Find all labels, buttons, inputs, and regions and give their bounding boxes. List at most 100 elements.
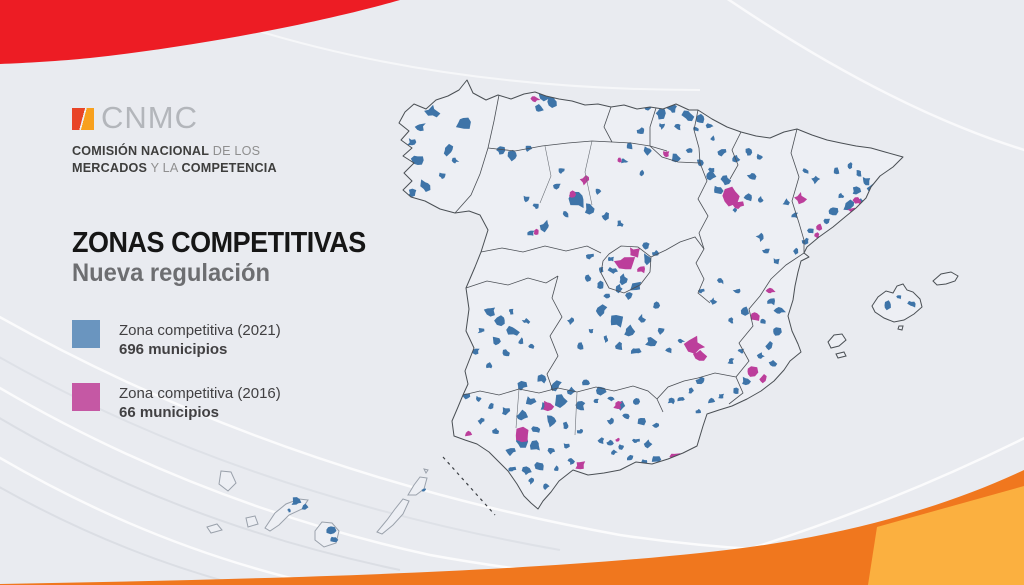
region-border [649, 107, 657, 146]
municipality-2021 [823, 218, 830, 225]
municipality-2021 [645, 337, 658, 347]
municipality-2016 [794, 192, 808, 205]
municipality-2021 [420, 179, 431, 192]
municipality-2021 [588, 328, 594, 334]
municipality-2021 [709, 297, 718, 305]
municipality-2021 [421, 488, 426, 492]
legend-swatch-2021 [72, 320, 100, 348]
canary-island [376, 498, 410, 535]
tagline2-bold2: COMPETENCIA [181, 160, 277, 175]
municipality-2021 [624, 324, 636, 337]
legend-label-2021: Zona competitiva (2021) [119, 322, 281, 339]
municipality-2021 [563, 421, 569, 430]
municipality-2021 [527, 230, 535, 236]
municipality-2021 [301, 503, 309, 510]
municipality-2021 [596, 386, 607, 396]
municipality-2021 [896, 295, 902, 300]
municipality-2021 [550, 380, 562, 392]
municipality-2021 [414, 123, 426, 132]
municipality-2021 [595, 188, 602, 195]
municipality-2021 [639, 169, 645, 177]
municipality-2021 [893, 178, 899, 185]
municipality-2021 [862, 177, 871, 186]
municipality-2016 [530, 96, 541, 103]
municipality-2021 [644, 253, 652, 266]
municipality-2021 [720, 175, 732, 186]
municipality-2021 [610, 315, 624, 328]
municipality-2021 [494, 315, 505, 327]
municipality-2021 [637, 418, 646, 426]
municipality-2021 [535, 104, 544, 112]
municipality-2021 [859, 198, 864, 205]
region-border [480, 245, 602, 254]
municipality-2021 [685, 148, 693, 153]
tagline1-bold: COMISIÓN NACIONAL [72, 143, 210, 158]
municipality-2021 [562, 211, 569, 218]
municipality-2021 [693, 126, 699, 132]
municipality-2021 [708, 167, 715, 173]
municipality-2021 [424, 104, 441, 118]
municipality-2021 [638, 313, 647, 323]
legend-swatch-2016 [72, 383, 100, 411]
municipality-2021 [743, 193, 752, 202]
municipality-2021 [793, 247, 799, 255]
municipality-2021 [483, 307, 496, 317]
tagline-line1: COMISIÓN NACIONAL DE LOS [72, 142, 382, 159]
municipality-2021 [828, 207, 839, 216]
municipality-2021 [630, 348, 642, 354]
municipality-2021 [728, 317, 734, 324]
municipality-2021 [695, 408, 702, 414]
municipality-2021 [710, 135, 715, 141]
contour-line [0, 456, 321, 585]
municipality-2021 [529, 440, 540, 451]
municipality-2021 [856, 170, 862, 177]
region-border [487, 140, 668, 152]
municipality-2021 [757, 196, 764, 203]
municipality-2021 [597, 437, 605, 444]
municipality-2021 [585, 253, 594, 260]
region-border [729, 131, 742, 180]
municipality-2021 [717, 149, 727, 157]
municipality-2021 [492, 427, 500, 434]
municipality-2021 [502, 349, 510, 357]
canary-islands [206, 468, 429, 548]
municipality-2016 [579, 175, 590, 186]
municipality-2021 [563, 443, 570, 449]
municipality-2021 [508, 466, 517, 472]
balearic-island [897, 325, 904, 331]
region-border [695, 162, 711, 304]
municipality-2021 [866, 183, 879, 194]
cnmc-logo-text: CNMC [101, 100, 198, 135]
contour-line [726, 0, 1024, 152]
municipality-2021 [652, 422, 660, 428]
tagline2-reg: Y LA [147, 160, 182, 175]
municipality-2021 [833, 167, 840, 175]
municipality-2021 [807, 228, 814, 234]
municipality-2021 [622, 413, 630, 420]
cnmc-logo-icon [72, 108, 94, 130]
municipality-2021 [291, 497, 302, 505]
municipality-2016 [615, 437, 620, 442]
municipality-2021 [677, 338, 686, 344]
municipality-2021 [492, 336, 501, 346]
balearic-island [932, 271, 959, 286]
balearic-islands [827, 271, 959, 359]
peninsula-outline [398, 79, 904, 510]
cnmc-logo: CNMC [72, 100, 392, 135]
municipality-2021 [471, 348, 480, 355]
municipality-2021 [538, 88, 552, 102]
legend-count-2021: 696 municipios [119, 341, 228, 358]
region-border [454, 94, 500, 214]
municipality-2021 [554, 394, 568, 408]
municipality-2021 [599, 267, 604, 273]
municipality-2021 [521, 466, 532, 476]
municipality-2021 [566, 386, 576, 395]
municipality-2021 [636, 127, 645, 134]
municipality-2021 [708, 397, 716, 404]
municipality-2021 [575, 401, 586, 411]
municipality-2021 [461, 393, 471, 400]
municipality-2021 [756, 352, 765, 359]
page-title: ZONAS COMPETITIVAS [72, 227, 366, 259]
municipality-2016 [747, 366, 759, 377]
region-border [600, 245, 652, 294]
